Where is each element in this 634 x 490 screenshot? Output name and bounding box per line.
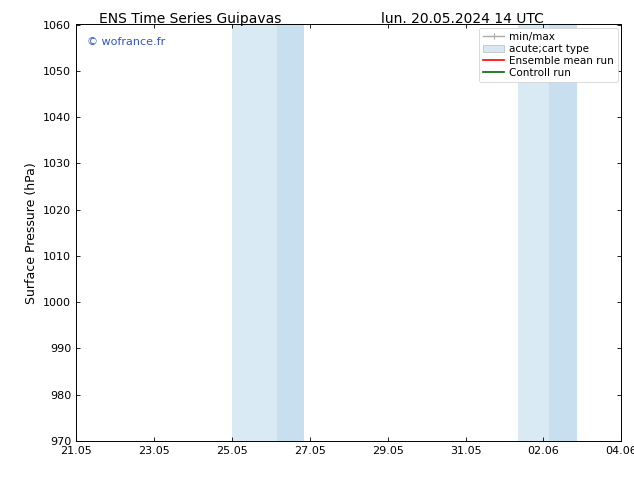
Bar [549,24,576,441]
Text: ENS Time Series Guipavas: ENS Time Series Guipavas [99,12,281,26]
Text: lun. 20.05.2024 14 UTC: lun. 20.05.2024 14 UTC [382,12,544,26]
Bar [518,24,549,441]
Y-axis label: Surface Pressure (hPa): Surface Pressure (hPa) [25,162,37,304]
Bar [232,24,276,441]
Bar [276,24,304,441]
Legend: min/max, acute;cart type, Ensemble mean run, Controll run: min/max, acute;cart type, Ensemble mean … [479,27,618,82]
Text: © wofrance.fr: © wofrance.fr [87,37,165,47]
